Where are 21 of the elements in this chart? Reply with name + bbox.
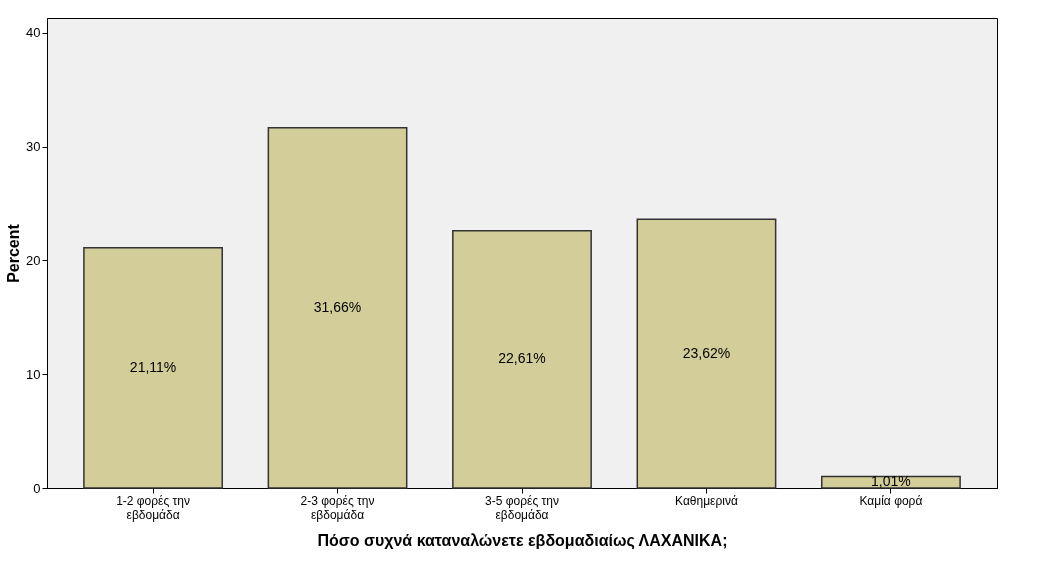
bar — [83, 247, 223, 489]
y-tick-label: 40 — [26, 25, 41, 41]
data-label: 23,62% — [682, 344, 731, 361]
bar — [636, 218, 777, 489]
x-tick-label: 1-2 φορές την εβδομάδα — [116, 493, 190, 522]
x-axis-title: Πόσο συχνά καταναλώνετε εβδομαδιαίως ΛΑΧΑΝΙΚΑ; — [317, 531, 728, 550]
y-axis-title: Percent — [5, 223, 23, 283]
y-tick-label: 20 — [26, 252, 41, 268]
data-label: 1,01% — [871, 473, 911, 490]
x-tick-label: Καθημερινά — [675, 493, 738, 508]
y-tick-label: 10 — [26, 366, 41, 382]
data-label: 31,66% — [313, 298, 362, 315]
x-tick-label: Καμία φορά — [859, 493, 923, 508]
x-tick-label: 2-3 φορές την εβδομάδα — [300, 493, 375, 522]
bar — [452, 229, 592, 489]
x-tick-label: 3-5 φορές την εβδομάδα — [485, 493, 559, 522]
data-label: 22,61% — [498, 350, 546, 367]
y-tick-label: 30 — [26, 139, 41, 155]
y-tick-label: 0 — [33, 480, 41, 496]
bar — [267, 126, 408, 489]
data-label: 21,11% — [129, 358, 177, 375]
